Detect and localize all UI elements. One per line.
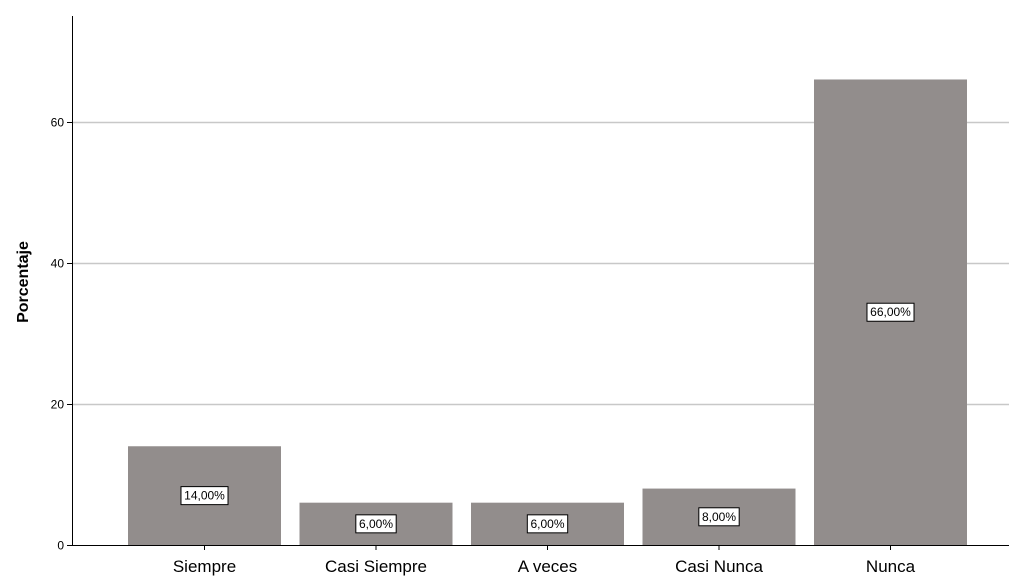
x-tick-label: Casi Nunca xyxy=(675,557,763,576)
data-label-text: 8,00% xyxy=(702,510,736,524)
data-label-box xyxy=(698,507,740,527)
axes xyxy=(72,16,1009,546)
y-tick-label: 20 xyxy=(51,398,65,412)
data-label-box xyxy=(866,302,915,322)
data-label-text: 6,00% xyxy=(359,517,393,531)
data-label-text: 66,00% xyxy=(870,305,911,319)
x-tick-label: Siempre xyxy=(173,557,236,576)
x-tick-labels: Siempre Casi Siempre A veces Casi Nunca Nunc… xyxy=(173,545,916,576)
data-labels: 14,00% 6,00% 6,00% 8,00% 66,00% xyxy=(180,302,915,534)
data-label: 6,00% xyxy=(526,514,569,534)
data-label: 14,00% xyxy=(180,486,229,506)
bars xyxy=(128,79,967,545)
data-label: 66,00% xyxy=(866,302,915,322)
x-tick-label: Casi Siempre xyxy=(325,557,427,576)
data-label-box xyxy=(526,514,569,534)
data-label: 8,00% xyxy=(698,507,740,527)
data-label-text: 6,00% xyxy=(530,517,564,531)
data-label: 6,00% xyxy=(355,514,397,534)
y-axis-title: Porcentaje xyxy=(15,241,32,323)
data-label-box xyxy=(355,514,397,534)
y-tick-label: 40 xyxy=(51,257,65,271)
data-label-text: 14,00% xyxy=(184,489,225,503)
x-tick-label: A veces xyxy=(518,557,578,576)
x-tick-label: Nunca xyxy=(866,557,916,576)
y-tick-labels: 0 20 40 60 xyxy=(51,116,72,553)
data-label-box xyxy=(180,486,229,506)
y-tick-label: 60 xyxy=(51,116,65,130)
y-tick-label: 0 xyxy=(57,539,64,553)
